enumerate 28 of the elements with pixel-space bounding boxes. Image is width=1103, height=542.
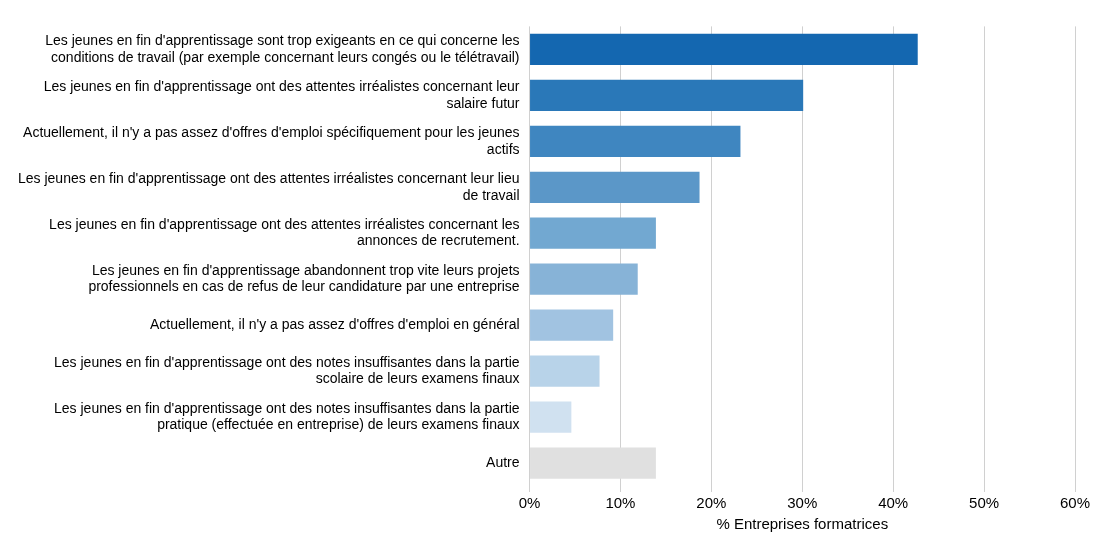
x-tick-label: 10% <box>605 494 636 512</box>
bar <box>530 447 656 479</box>
bar <box>530 125 741 157</box>
bar <box>530 33 918 66</box>
x-tick-label: 30% <box>787 494 818 512</box>
y-tick-label: Les jeunes en fin d'apprentissage ont des notes insuffisantes dans la partie pratique (effectuée en entreprise) de leurs examens finaux <box>54 399 520 433</box>
bar <box>530 401 572 433</box>
bar <box>530 171 700 203</box>
bar <box>530 263 638 295</box>
x-tick-label: 60% <box>1059 494 1091 512</box>
x-tick-label: 50% <box>969 494 1000 512</box>
y-tick-label: Les jeunes en fin d'apprentissage ont des attentes irréalistes concernant les annonces de recrutement. <box>49 215 520 249</box>
x-tick-label: 20% <box>696 494 727 512</box>
y-tick-label: Les jeunes en fin d'apprentissage ont des attentes irréalistes concernant leur lieu de travail <box>17 169 520 203</box>
bar <box>530 355 600 387</box>
y-tick-label: Les jeunes en fin d'apprentissage ont des attentes irréalistes concernant leur salaire futur <box>43 77 520 111</box>
y-tick-label: Les jeunes en fin d'apprentissage ont des notes insuffisantes dans la partie scolaire de leurs examens finaux <box>54 353 520 387</box>
x-tick-label: 0% <box>518 494 541 512</box>
bar <box>530 217 656 249</box>
y-tick-label: Autre <box>486 453 520 470</box>
bar <box>530 309 614 341</box>
bar <box>530 79 804 111</box>
y-tick-label: Les jeunes en fin d'apprentissage sont trop exigeants en ce qui concerne les conditions de travail (par exemple concernant leurs congés ou le télétravail) <box>45 31 520 65</box>
y-tick-label: Actuellement, il n'y a pas assez d'offres d'emploi spécifiquement pour les jeunes actifs <box>23 123 520 157</box>
y-tick-label: Les jeunes en fin d'apprentissage abandonnent trop vite leurs projets professionnels en cas de refus de leur candidature par une entreprise <box>88 261 520 295</box>
x-axis-title: % Entreprises formatrices <box>716 515 889 533</box>
x-tick-label: 40% <box>878 494 909 512</box>
y-tick-label: Actuellement, il n'y a pas assez d'offres d'emploi en général <box>149 316 520 332</box>
